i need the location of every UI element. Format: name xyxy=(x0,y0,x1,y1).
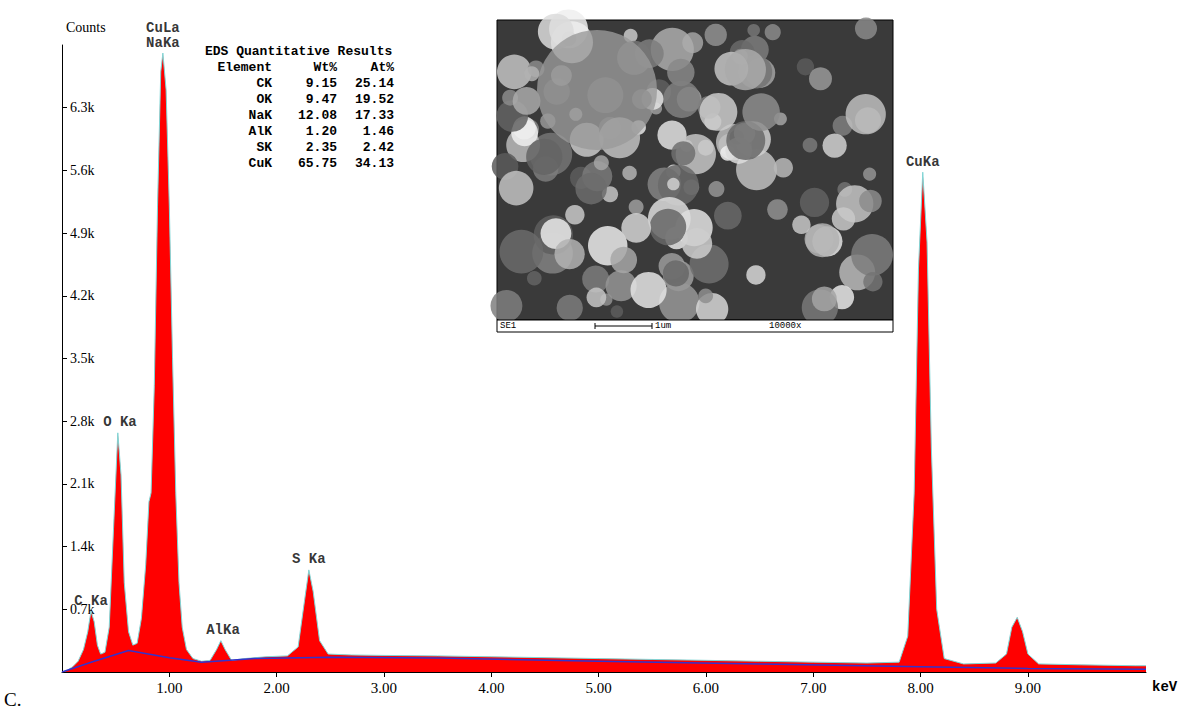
svg-text:5.00: 5.00 xyxy=(586,680,612,696)
svg-text:AlKa: AlKa xyxy=(206,622,240,638)
svg-text:O Ka: O Ka xyxy=(103,414,137,430)
svg-text:3.00: 3.00 xyxy=(371,680,397,696)
svg-text:4.2k: 4.2k xyxy=(70,288,95,303)
svg-text:CuLa: CuLa xyxy=(146,20,180,36)
svg-text:9.47: 9.47 xyxy=(306,92,337,107)
svg-text:1.00: 1.00 xyxy=(156,680,182,696)
svg-text:Counts: Counts xyxy=(66,20,106,35)
svg-text:5.6k: 5.6k xyxy=(70,163,95,178)
svg-text:2.00: 2.00 xyxy=(264,680,290,696)
svg-text:SK: SK xyxy=(256,140,272,155)
svg-text:CuK: CuK xyxy=(249,156,273,171)
svg-text:9.00: 9.00 xyxy=(1015,680,1041,696)
svg-text:Element: Element xyxy=(217,60,272,75)
svg-text:34.13: 34.13 xyxy=(355,156,394,171)
svg-text:3.5k: 3.5k xyxy=(70,351,95,366)
svg-text:4.00: 4.00 xyxy=(478,680,504,696)
svg-text:10000x: 10000x xyxy=(769,321,801,331)
svg-text:Wt%: Wt% xyxy=(314,60,338,75)
svg-text:9.15: 9.15 xyxy=(306,76,337,91)
svg-text:2.35: 2.35 xyxy=(306,140,337,155)
svg-text:AlK: AlK xyxy=(249,124,273,139)
svg-text:CK: CK xyxy=(256,76,272,91)
svg-text:2.1k: 2.1k xyxy=(70,476,95,491)
svg-text:1um: 1um xyxy=(655,321,671,331)
svg-text:EDS Quantitative Results: EDS Quantitative Results xyxy=(205,44,392,59)
svg-text:12.08: 12.08 xyxy=(298,108,337,123)
svg-text:2.42: 2.42 xyxy=(363,140,394,155)
svg-text:NaKa: NaKa xyxy=(146,35,180,51)
svg-text:19.52: 19.52 xyxy=(355,92,394,107)
svg-text:8.00: 8.00 xyxy=(907,680,933,696)
svg-text:OK: OK xyxy=(256,92,272,107)
svg-text:6.3k: 6.3k xyxy=(70,100,95,115)
svg-text:CuKa: CuKa xyxy=(906,154,940,170)
svg-text:7.00: 7.00 xyxy=(800,680,826,696)
svg-text:4.9k: 4.9k xyxy=(70,226,95,241)
svg-text:S Ka: S Ka xyxy=(292,551,326,567)
svg-text:C.: C. xyxy=(4,689,21,710)
svg-text:2.8k: 2.8k xyxy=(70,414,95,429)
svg-text:NaK: NaK xyxy=(249,108,273,123)
svg-text:keV: keV xyxy=(1152,679,1178,695)
svg-text:65.75: 65.75 xyxy=(298,156,337,171)
svg-text:25.14: 25.14 xyxy=(355,76,394,91)
svg-text:1.46: 1.46 xyxy=(363,124,394,139)
svg-text:SE1: SE1 xyxy=(500,321,516,331)
svg-text:1.4k: 1.4k xyxy=(70,539,95,554)
svg-text:17.33: 17.33 xyxy=(355,108,394,123)
svg-text:1.20: 1.20 xyxy=(306,124,337,139)
svg-text:At%: At% xyxy=(371,60,395,75)
svg-text:6.00: 6.00 xyxy=(693,680,719,696)
svg-text:C Ka: C Ka xyxy=(74,593,108,609)
